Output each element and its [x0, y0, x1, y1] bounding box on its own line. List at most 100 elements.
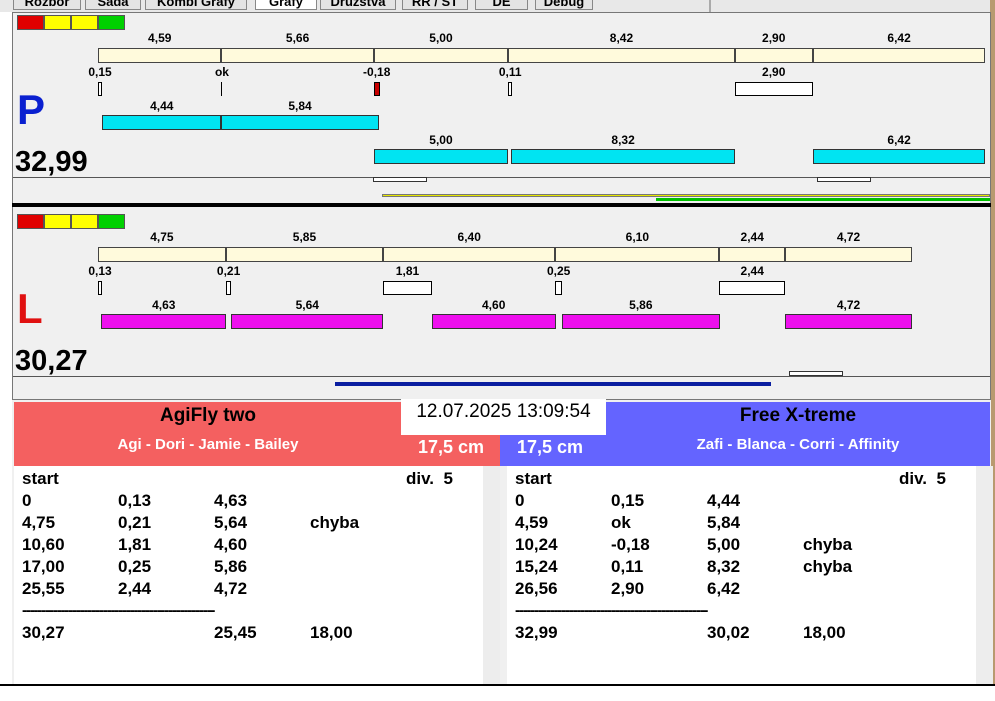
run-label: 4,44 [150, 99, 174, 113]
run-label: 4,63 [152, 298, 176, 312]
table-cell: 10,24 [515, 535, 558, 554]
split-bar [555, 247, 720, 262]
table-cell: 0,25 [118, 557, 152, 576]
table-cell: ok [611, 513, 631, 532]
table-cell: 5,86 [214, 557, 248, 576]
split-bar [221, 48, 374, 63]
run-bar [373, 149, 509, 164]
split-label: 5,00 [429, 31, 453, 45]
gap-label: 1,81 [395, 264, 420, 278]
result-table [507, 466, 976, 684]
table-cell: chyba [803, 557, 853, 576]
gap-box [719, 281, 785, 295]
gap-label: 0,21 [216, 264, 241, 278]
marker-box [373, 177, 427, 182]
split-label: 2,44 [740, 230, 764, 244]
tab[interactable]: Sada [85, 0, 141, 10]
table-cell: 8,32 [707, 557, 741, 576]
status-light [44, 214, 71, 229]
run-bar [102, 115, 222, 130]
result-table [14, 466, 483, 684]
split-label: 6,10 [625, 230, 650, 244]
table-cell: start [22, 469, 59, 488]
gap-box [373, 82, 380, 96]
gap-label: 0,15 [88, 65, 112, 79]
split-label: 4,75 [150, 230, 174, 244]
split-bar [98, 48, 222, 63]
scrollbar[interactable] [976, 466, 993, 684]
table-cell: 30,02 [707, 623, 750, 642]
gap-label: 0,13 [88, 264, 112, 278]
team-height: 17,5 cm [517, 437, 584, 457]
lane-panel [12, 12, 991, 205]
gap-box [383, 281, 432, 295]
split-bar [98, 247, 226, 262]
gap-box [98, 281, 102, 295]
run-label: 4,72 [836, 298, 861, 312]
run-label: 5,86 [629, 298, 653, 312]
run-bar [221, 115, 379, 130]
gap-box [508, 82, 513, 96]
tab[interactable]: DE [475, 0, 528, 10]
run-bar [431, 314, 556, 329]
gap-label: 2,44 [740, 264, 764, 278]
table-cell: 4,60 [214, 535, 248, 554]
table-cell: 5,84 [707, 513, 741, 532]
tab[interactable]: Rozbor [13, 0, 81, 10]
table-cell: 0 [515, 491, 525, 510]
progress-line [656, 198, 990, 201]
table-cell: 4,75 [22, 513, 56, 532]
gap-label: 0,25 [546, 264, 571, 278]
tab[interactable]: Grafy [255, 0, 317, 10]
table-cell: 0 [22, 491, 32, 510]
table-cell: div. 5 [406, 469, 453, 488]
status-light [71, 214, 98, 229]
table-divider: ----------------------------------------… [515, 602, 708, 619]
lane-letter: L [17, 285, 43, 332]
status-light [44, 15, 71, 30]
table-cell: 0,21 [118, 513, 152, 532]
table-cell: 6,42 [707, 579, 741, 598]
table-cell: 0,13 [118, 491, 152, 510]
gap-label: 0,11 [498, 65, 522, 79]
split-label: 6,42 [887, 31, 911, 45]
lane-baseline [13, 177, 990, 178]
team-name: AgiFly two [159, 405, 257, 426]
split-bar [373, 48, 509, 63]
tab[interactable]: RR / ST [402, 0, 468, 10]
run-label: 4,60 [482, 298, 506, 312]
table-cell: 5,00 [707, 535, 741, 554]
desktop-edge [990, 0, 995, 684]
scrollbar[interactable] [483, 466, 500, 684]
progress-line [335, 382, 771, 386]
table-cell: 25,45 [214, 623, 257, 642]
split-bar [812, 48, 986, 63]
split-bar [508, 48, 735, 63]
split-label: 2,90 [762, 31, 786, 45]
gap-label: 2,90 [762, 65, 786, 79]
team-dogs: Zafi - Blanca - Corri - Affinity [696, 436, 900, 453]
table-cell: 15,24 [515, 557, 558, 576]
table-cell: 18,00 [803, 623, 846, 642]
split-label: 6,40 [457, 230, 481, 244]
lane-separator [12, 203, 991, 207]
split-label: 8,42 [609, 31, 634, 45]
split-bar [383, 247, 556, 262]
lane-letter: P [17, 86, 46, 133]
lane-total: 30,27 [15, 345, 88, 377]
table-cell: div. 5 [899, 469, 946, 488]
table-cell: 18,00 [310, 623, 353, 642]
gap-box [555, 281, 563, 295]
tab[interactable]: Kombi Grafy [145, 0, 247, 10]
gap-box [225, 281, 232, 295]
tab-divider [709, 0, 711, 12]
table-cell: 2,90 [611, 579, 645, 598]
table-cell: 4,72 [214, 579, 248, 598]
tab[interactable]: Debug [535, 0, 593, 10]
team-name: Free X-treme [739, 405, 857, 426]
marker-box [789, 371, 843, 376]
split-bar [785, 247, 912, 262]
tab[interactable]: Družstva [320, 0, 396, 10]
run-bar [511, 149, 735, 164]
team-dogs: Agi - Dori - Jamie - Bailey [117, 436, 299, 453]
